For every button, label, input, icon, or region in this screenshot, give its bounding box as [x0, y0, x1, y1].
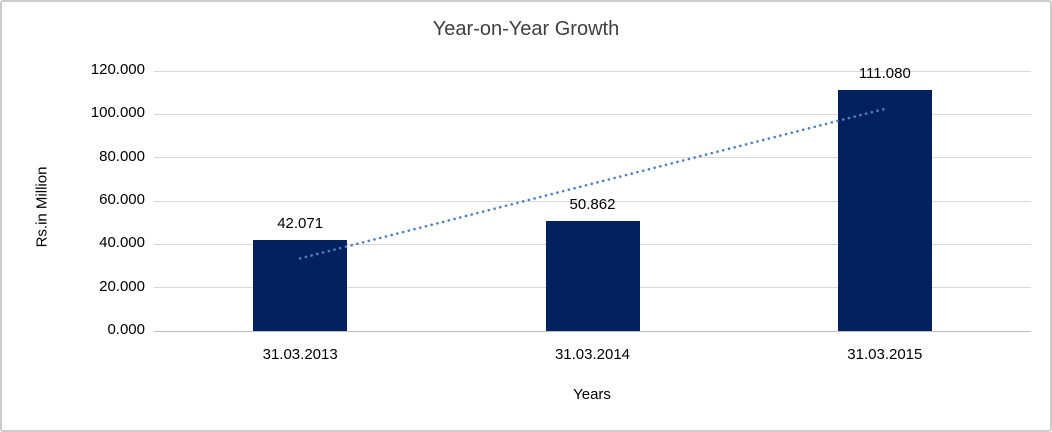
y-tick-label: 120.000 [90, 61, 145, 78]
bar-data-label: 50.862 [569, 195, 616, 213]
y-tick-label: 60.000 [99, 191, 145, 208]
bar [545, 220, 640, 331]
bar [253, 239, 348, 331]
chart-title: Year-on-Year Growth [432, 18, 620, 40]
bar-data-label: 42.071 [277, 214, 324, 232]
y-tick-label: 80.000 [99, 147, 145, 165]
y-tick-label: 0.000 [107, 321, 145, 338]
y-tick-label: 100.000 [90, 104, 145, 122]
y-tick-label: 20.000 [99, 277, 145, 295]
bar-data-label: 111.080 [858, 65, 911, 83]
x-axis-title: Years [573, 386, 611, 403]
gridline [154, 70, 1031, 72]
x-tick-label: 31.03.2015 [847, 346, 923, 363]
y-tick-label: 40.000 [99, 234, 145, 252]
bar [837, 90, 932, 331]
x-tick-label: 31.03.2013 [262, 346, 338, 363]
x-axis-line [154, 330, 1031, 332]
x-tick-label: 31.03.2014 [554, 346, 631, 363]
